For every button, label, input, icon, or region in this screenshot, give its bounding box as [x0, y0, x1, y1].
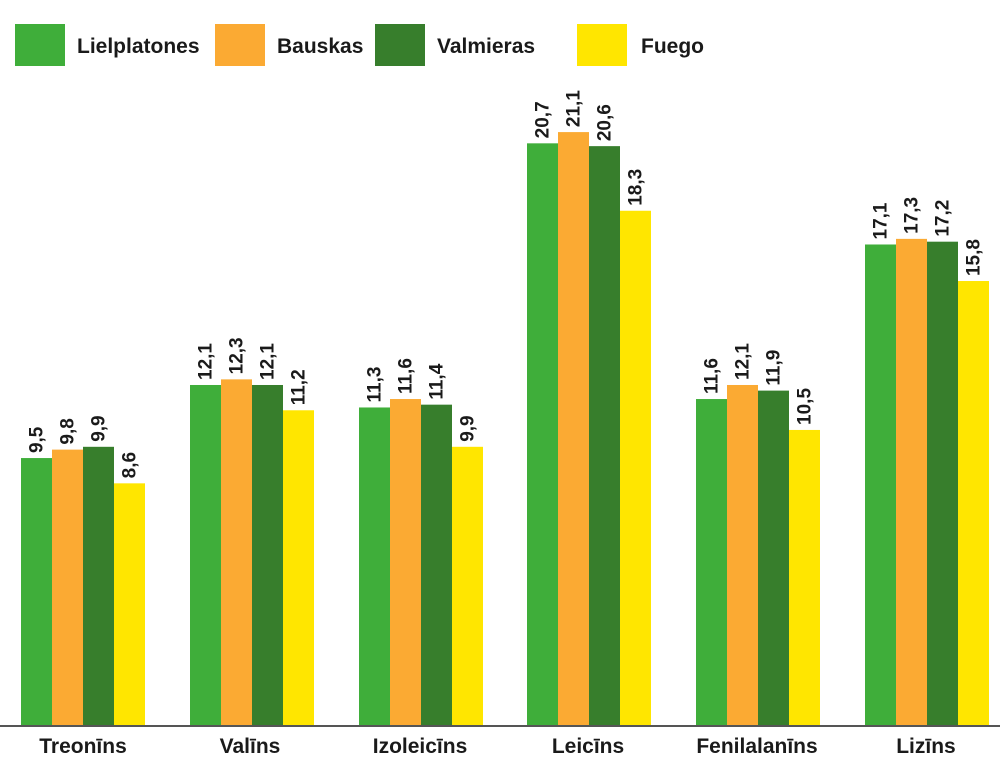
- value-label-fuego-fenilalanins: 10,5: [795, 388, 816, 425]
- value-label-bauskas-treonins: 9,8: [58, 418, 79, 444]
- bar-fuego-valins: [283, 410, 314, 725]
- bar-lielplatones-treonins: [21, 458, 52, 725]
- bar-valmieras-fenilalanins: [758, 390, 789, 725]
- legend-swatch-bauskas: [215, 24, 265, 66]
- value-label-valmieras-treonins: 9,9: [89, 415, 110, 441]
- legend-swatch-lielplatones: [15, 24, 65, 66]
- legend-label-valmieras: Valmieras: [437, 35, 535, 58]
- value-labels-group: 9,5 9,8 9,9 8,6 12,1 12,3 12,1 11,2 11,3 11,6 11,4…: [27, 90, 985, 479]
- bar-fuego-izoleicins: [452, 446, 483, 725]
- category-label-lizins: Lizīns: [896, 735, 956, 758]
- value-label-bauskas-fenilalanins: 12,1: [733, 343, 754, 380]
- bar-bauskas-izoleicins: [390, 399, 421, 725]
- legend-label-fuego: Fuego: [641, 35, 704, 58]
- bar-bauskas-leicins: [558, 132, 589, 726]
- bar-valmieras-leicins: [589, 146, 620, 725]
- value-label-bauskas-valins: 12,3: [227, 337, 248, 374]
- value-label-fuego-valins: 11,2: [289, 369, 310, 405]
- bar-lielplatones-valins: [190, 384, 221, 725]
- value-label-lielplatones-valins: 12,1: [196, 343, 217, 380]
- value-label-fuego-leicins: 18,3: [626, 169, 647, 206]
- bar-valmieras-valins: [252, 384, 283, 725]
- bar-lielplatones-fenilalanins: [696, 399, 727, 725]
- legend-label-lielplatones: Lielplatones: [77, 35, 200, 58]
- value-label-fuego-lizins: 15,8: [964, 239, 985, 276]
- value-label-bauskas-izoleicins: 11,6: [396, 358, 417, 394]
- value-label-lielplatones-fenilalanins: 11,6: [702, 358, 723, 394]
- bar-lielplatones-lizins: [865, 244, 896, 726]
- value-label-lielplatones-izoleicins: 11,3: [365, 367, 386, 403]
- legend-swatch-fuego: [577, 24, 627, 66]
- bar-fuego-leicins: [620, 210, 651, 725]
- bar-fuego-lizins: [958, 281, 989, 725]
- category-label-treonins: Treonīns: [39, 735, 127, 758]
- bar-bauskas-valins: [221, 379, 252, 725]
- value-label-bauskas-lizins: 17,3: [902, 197, 923, 234]
- category-label-fenilalanins: Fenilalanīns: [696, 735, 817, 758]
- bars-group: [21, 132, 989, 726]
- bar-lielplatones-leicins: [527, 143, 558, 725]
- bar-valmieras-treonins: [83, 446, 114, 725]
- legend: Lielplatones Bauskas Valmieras Fuego: [15, 24, 704, 66]
- bar-valmieras-lizins: [927, 241, 958, 725]
- bar-valmieras-izoleicins: [421, 404, 452, 725]
- legend-label-bauskas: Bauskas: [277, 35, 363, 58]
- bar-lielplatones-izoleicins: [359, 407, 390, 725]
- bar-bauskas-treonins: [52, 449, 83, 725]
- legend-swatch-valmieras: [375, 24, 425, 66]
- category-label-valins: Valīns: [220, 735, 281, 758]
- bar-fuego-treonins: [114, 483, 145, 725]
- value-label-fuego-izoleicins: 9,9: [458, 415, 479, 441]
- value-label-lielplatones-lizins: 17,1: [871, 202, 892, 239]
- bar-bauskas-lizins: [896, 238, 927, 725]
- value-label-valmieras-izoleicins: 11,4: [427, 363, 448, 399]
- category-label-izoleicins: Izoleicīns: [373, 735, 468, 758]
- value-label-valmieras-fenilalanins: 11,9: [764, 350, 785, 386]
- bar-bauskas-fenilalanins: [727, 384, 758, 725]
- value-label-fuego-treonins: 8,6: [120, 452, 141, 478]
- value-label-bauskas-leicins: 21,1: [564, 90, 585, 127]
- value-label-valmieras-valins: 12,1: [258, 343, 279, 380]
- category-labels-group: Treonīns Valīns Izoleicīns Leicīns Fenilalan…: [39, 735, 956, 758]
- value-label-lielplatones-treonins: 9,5: [27, 426, 48, 453]
- value-label-valmieras-leicins: 20,6: [595, 104, 616, 141]
- value-label-valmieras-lizins: 17,2: [933, 200, 954, 237]
- bar-fuego-fenilalanins: [789, 429, 820, 725]
- value-label-lielplatones-leicins: 20,7: [533, 101, 554, 138]
- category-label-leicins: Leicīns: [552, 735, 624, 758]
